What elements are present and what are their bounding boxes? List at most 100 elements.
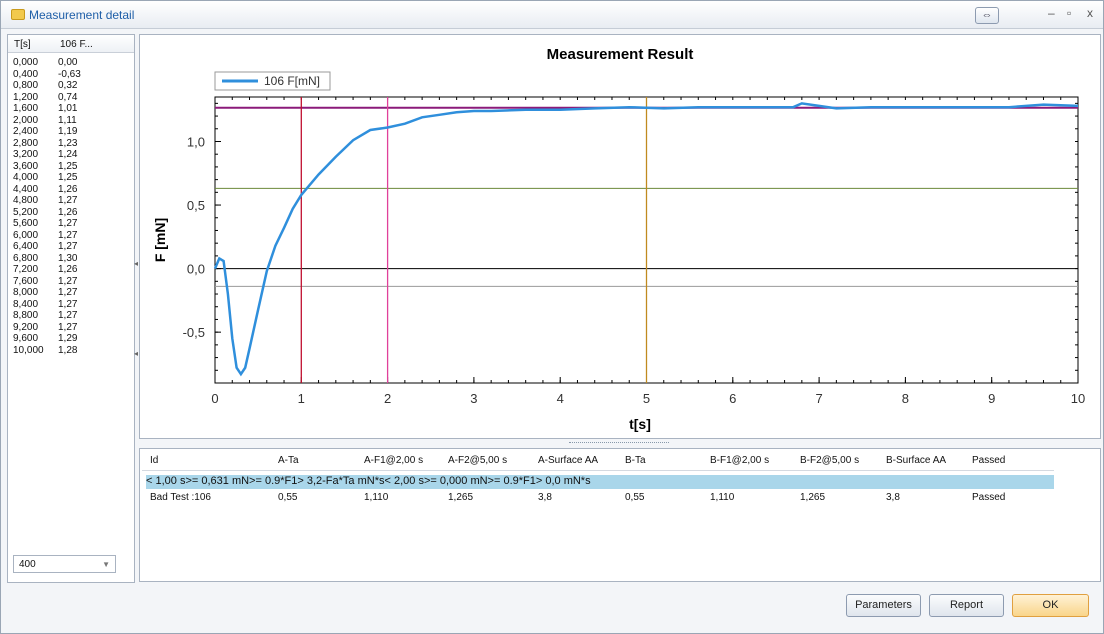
x-tick-label: 1 (298, 391, 305, 406)
time-cell: 10,000 (13, 344, 44, 356)
results-header-cell[interactable]: B-F1@2,00 s (710, 455, 770, 466)
force-cell: 1,28 (58, 344, 78, 356)
table-row[interactable]: 9,600 1,29 (8, 333, 134, 345)
results-header-cell[interactable]: B-F2@5,00 s (800, 455, 860, 466)
horizontal-splitter[interactable] (569, 442, 669, 447)
results-header-cell[interactable]: A-Surface AA (538, 455, 599, 466)
force-cell: 1,27 (58, 275, 78, 287)
criteria-cell: < 1,00 s (146, 475, 186, 487)
restore-arrows-icon[interactable]: ⇔ (975, 7, 999, 24)
time-cell: 9,200 (13, 321, 39, 333)
table-row[interactable]: 8,400 1,27 (8, 299, 134, 311)
table-row[interactable]: 3,200 1,24 (8, 149, 134, 161)
time-cell: 7,200 (13, 264, 39, 275)
table-row[interactable]: 7,200 1,26 (8, 264, 134, 276)
series-line (213, 102, 1079, 377)
legend-label: 106 F[mN] (264, 74, 320, 88)
table-row[interactable]: 6,000 1,27 (8, 230, 134, 242)
table-row[interactable]: 0,000 0,00 (8, 57, 134, 69)
results-row[interactable]: Bad Test :106 0,55 1,110 1,265 3,8 0,55 1,110 1… (142, 492, 1054, 506)
force-cell: 1,23 (58, 137, 78, 149)
table-row[interactable]: 4,000 1,25 (8, 172, 134, 184)
force-cell: 1,11 (58, 114, 77, 126)
time-cell: 0,000 (13, 57, 39, 68)
force-cell: 1,27 (58, 287, 78, 298)
force-cell: 1,24 (58, 149, 78, 160)
table-row[interactable]: 6,400 1,27 (8, 241, 134, 253)
table-row[interactable]: 2,000 1,11 (8, 115, 134, 127)
criteria-cell: > 0,0 mN*s (535, 475, 591, 487)
table-row[interactable]: 7,600 1,27 (8, 276, 134, 288)
time-cell: 5,600 (13, 218, 39, 229)
close-icon[interactable]: x (1087, 6, 1093, 20)
grid-header-time[interactable]: T[s] (14, 39, 31, 50)
time-cell: 4,800 (13, 195, 39, 206)
time-cell: 2,400 (13, 126, 39, 137)
results-header-cell[interactable]: Id (150, 455, 159, 466)
table-row[interactable]: 9,200 1,27 (8, 322, 134, 334)
results-cell: 1,110 (710, 492, 735, 503)
chevron-down-icon[interactable]: ▼ (102, 560, 110, 569)
table-row[interactable]: 4,400 1,26 (8, 184, 134, 196)
table-row[interactable]: 10,000 1,28 (8, 345, 134, 357)
results-header-cell[interactable]: A-F2@5,00 s (448, 455, 508, 466)
force-cell: 1,26 (58, 264, 78, 275)
x-axis-label: t[s] (629, 416, 651, 432)
report-button[interactable]: Report (929, 594, 1004, 617)
force-cell: 1,27 (58, 241, 78, 252)
force-cell: 1,27 (58, 195, 78, 206)
table-row[interactable]: 1,600 1,01 (8, 103, 134, 115)
table-row[interactable]: 0,800 0,32 (8, 80, 134, 92)
table-row[interactable]: 5,600 1,27 (8, 218, 134, 230)
time-cell: 2,000 (13, 114, 39, 126)
table-row[interactable]: 5,200 1,26 (8, 207, 134, 219)
results-cell: 1,265 (448, 492, 474, 503)
criteria-cell: >= 0,631 mN (185, 475, 250, 487)
x-tick-label: 2 (384, 391, 391, 406)
time-cell: 1,200 (13, 91, 39, 103)
minimize-icon[interactable]: – (1048, 6, 1055, 20)
title-bar: Measurement detail ⇔ – ▫ x (1, 1, 1103, 29)
x-tick-label: 6 (729, 391, 736, 406)
window-title: Measurement detail (29, 8, 135, 22)
force-cell: 1,29 (58, 333, 78, 344)
grid-header-force[interactable]: 106 F... (60, 39, 93, 50)
ok-button[interactable]: OK (1012, 594, 1089, 617)
time-cell: 0,400 (13, 68, 39, 80)
results-header: Id A-Ta A-F1@2,00 s A-F2@5,00 s A-Surface AA… (142, 455, 1054, 471)
criteria-cell: > 3,2-Fa*Ta mN*s (297, 475, 385, 487)
time-cell: 6,400 (13, 241, 39, 252)
results-header-cell[interactable]: Passed (972, 455, 1006, 466)
grid-rows: 0,000 0,00 0,400 -0,63 0,800 0,32 1,200 0,74 1,6… (8, 57, 134, 356)
x-tick-label: 8 (902, 391, 909, 406)
interval-select[interactable]: 400 ▼ (13, 555, 116, 573)
maximize-icon[interactable]: ▫ (1067, 6, 1072, 20)
x-tick-label: 9 (988, 391, 995, 406)
time-cell: 4,000 (13, 172, 39, 183)
results-header-cell[interactable]: B-Ta (625, 455, 646, 466)
vertical-splitter[interactable]: ◂ ◂ (134, 259, 139, 358)
time-cell: 2,800 (13, 137, 39, 149)
table-row[interactable]: 0,400 -0,63 (8, 69, 134, 81)
time-cell: 3,200 (13, 149, 39, 160)
force-cell: -0,63 (58, 68, 81, 80)
results-header-cell[interactable]: A-Ta (278, 455, 299, 466)
table-row[interactable]: 3,600 1,25 (8, 161, 134, 173)
table-row[interactable]: 2,800 1,23 (8, 138, 134, 150)
table-row[interactable]: 2,400 1,19 (8, 126, 134, 138)
results-header-cell[interactable]: B-Surface AA (886, 455, 947, 466)
table-row[interactable]: 6,800 1,30 (8, 253, 134, 265)
table-row[interactable]: 4,800 1,27 (8, 195, 134, 207)
force-cell: 1,27 (58, 321, 78, 333)
results-header-cell[interactable]: A-F1@2,00 s (364, 455, 424, 466)
force-cell: 1,01 (58, 103, 78, 114)
y-tick-label: -0,5 (183, 325, 205, 340)
force-cell: 1,27 (58, 229, 78, 241)
interval-select-value: 400 (19, 559, 36, 570)
data-grid[interactable]: T[s] 106 F... 0,000 0,00 0,400 -0,63 0,800 0,… (7, 34, 135, 583)
parameters-button[interactable]: Parameters (846, 594, 921, 617)
table-row[interactable]: 8,800 1,27 (8, 310, 134, 322)
table-row[interactable]: 8,000 1,27 (8, 287, 134, 299)
table-row[interactable]: 1,200 0,74 (8, 92, 134, 104)
